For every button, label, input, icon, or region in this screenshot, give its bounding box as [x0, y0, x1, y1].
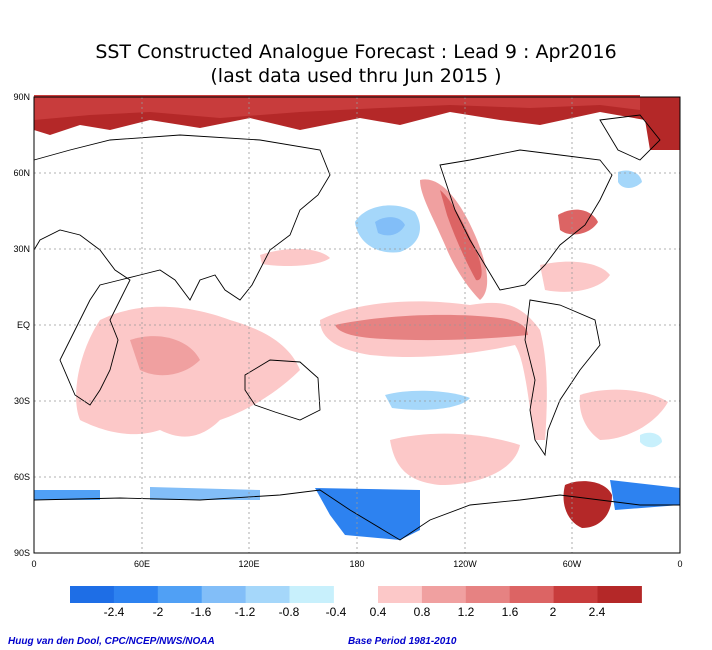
lon-label: 0: [31, 559, 36, 569]
colorbar-label: 2.4: [589, 605, 606, 619]
lon-label: 60W: [563, 559, 582, 569]
colorbar-swatch-negative: [245, 586, 290, 603]
lat-label: 60N: [13, 168, 30, 178]
lat-label: 90S: [14, 548, 30, 558]
colorbar-swatch-positive: [378, 586, 423, 603]
longitude-labels: 0 60E 120E 180 120W 60W 0: [31, 559, 682, 569]
lat-label: 30N: [13, 244, 30, 254]
north-atlantic-warm: [558, 209, 598, 235]
colorbar-label: -1.6: [191, 605, 212, 619]
southern-ocean-cool-1: [34, 490, 100, 500]
south-atlantic-warm: [579, 389, 668, 440]
colorbar-swatch-positive: [421, 586, 467, 603]
colorbar-negative: [70, 586, 334, 603]
northeast-pacific-warm: [420, 179, 488, 300]
equatorial-pacific-core: [335, 314, 528, 341]
colorbar-swatch-positive: [553, 586, 598, 603]
northeast-pacific-core: [440, 190, 482, 281]
colorbar-positive: [378, 586, 642, 603]
lon-label: 0: [677, 559, 682, 569]
colorbar-swatch-negative: [289, 586, 334, 603]
colorbar-swatch-negative: [113, 586, 159, 603]
colorbar-label: 0.8: [414, 605, 431, 619]
colorbar-labels: -2.4 -2 -1.6 -1.2 -0.8 -0.4 0.4 0.8 1.2 …: [104, 605, 606, 619]
positive-anomaly-regions: [34, 95, 680, 528]
lon-label: 180: [349, 559, 364, 569]
map-frame: [33, 96, 681, 554]
colorbar-swatch-positive: [509, 586, 555, 603]
chart-subtitle: (last data used thru Jun 2015 ): [210, 65, 502, 87]
map-panel: [33, 95, 681, 554]
weddell-sea-warm: [563, 481, 612, 528]
lon-label: 60E: [134, 559, 150, 569]
credit-base-period: Base Period 1981-2010: [348, 636, 457, 647]
labrador-cool: [618, 170, 642, 188]
colorbar-label: 0.4: [370, 605, 387, 619]
north-pacific-patch: [260, 248, 330, 266]
colorbar-swatch-positive: [597, 586, 642, 603]
colorbar-label: 2: [550, 605, 557, 619]
colorbar-label: -2: [153, 605, 164, 619]
negative-anomaly-regions: [34, 170, 680, 540]
lat-label: 30S: [14, 396, 30, 406]
coastlines: [33, 114, 680, 541]
lat-label: EQ: [17, 320, 30, 330]
lat-label: 90N: [13, 92, 30, 102]
colorbar-label: -2.4: [104, 605, 125, 619]
lat-label: 60S: [14, 472, 30, 482]
colorbar-label: 1.6: [502, 605, 519, 619]
colorbar-swatch-positive: [465, 586, 511, 603]
tropical-atlantic-warm: [540, 261, 610, 292]
arctic-core-region: [34, 95, 640, 120]
credit-author: Huug van den Dool, CPC/NCEP/NWS/NOAA: [8, 636, 215, 647]
north-pacific-cool-core: [375, 217, 405, 236]
colorbar-swatch-negative: [157, 586, 203, 603]
colorbar-swatch-negative: [70, 586, 115, 603]
south-pacific-cool: [385, 390, 470, 410]
latitude-labels: 90N 60N 30N EQ 30S 60S 90S: [13, 92, 30, 558]
lon-label: 120E: [238, 559, 259, 569]
colorbar-label: -0.4: [326, 605, 347, 619]
colorbar-swatch-negative: [201, 586, 247, 603]
south-pacific-warm: [390, 433, 520, 485]
south-atlantic-cool: [640, 432, 662, 448]
indian-ocean-warm: [76, 306, 300, 437]
lon-label: 120W: [453, 559, 477, 569]
ross-sea-cool: [315, 488, 420, 540]
southern-ocean-cool-3: [610, 480, 680, 510]
colorbar-label: 1.2: [458, 605, 475, 619]
southern-ocean-cool-2: [150, 487, 260, 500]
chart-title: SST Constructed Analogue Forecast : Lead…: [95, 41, 617, 63]
indian-ocean-core: [130, 336, 200, 376]
colorbar-label: -0.8: [279, 605, 300, 619]
colorbar-label: -1.2: [235, 605, 256, 619]
grid-lines: [34, 97, 680, 553]
